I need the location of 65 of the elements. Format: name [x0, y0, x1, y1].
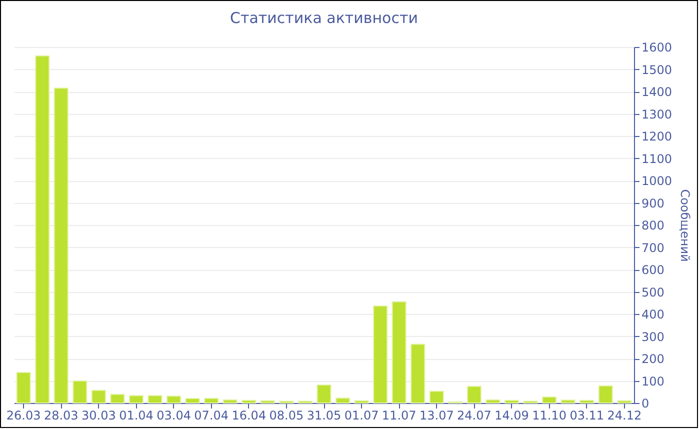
- bar: [35, 55, 50, 404]
- x-tick-label: 24.07: [457, 408, 492, 422]
- x-tick-label: 03.11: [570, 408, 604, 422]
- bar: [204, 398, 219, 404]
- chart-title: Статистика активности: [230, 9, 418, 27]
- bar: [148, 395, 162, 404]
- y-tick-label: 900: [642, 196, 664, 210]
- bar: [72, 380, 88, 404]
- bar: [580, 400, 594, 404]
- y-tick-label: 200: [642, 352, 664, 366]
- bar: [373, 305, 388, 404]
- bar: [410, 344, 426, 404]
- bar: [128, 395, 144, 404]
- y-tick-label: 1000: [642, 174, 672, 188]
- x-tick-label: 11.10: [532, 408, 566, 422]
- x-tick-label: 01.07: [344, 408, 379, 422]
- x-tick-label: 16.04: [232, 408, 266, 422]
- bar: [91, 390, 106, 404]
- y-axis-title: Сообщений: [678, 189, 692, 262]
- bar: [392, 301, 406, 404]
- y-tick-label: 1300: [642, 107, 672, 122]
- y-tick-label: 1200: [642, 130, 672, 144]
- y-tick-label: 400: [642, 308, 664, 322]
- bar: [222, 399, 238, 404]
- bar: [185, 398, 200, 404]
- bar: [598, 385, 613, 404]
- y-tick-label: 1500: [642, 62, 672, 77]
- y-tick-label: 600: [642, 263, 664, 277]
- x-tick-label: 01.04: [119, 408, 154, 422]
- x-tick-label: 11.07: [382, 408, 416, 422]
- bar: [617, 400, 632, 404]
- x-tick-label: 07.04: [194, 408, 229, 422]
- bar: [486, 399, 500, 404]
- y-tick-label: 700: [642, 240, 664, 255]
- x-tick-label: 31.05: [306, 408, 342, 422]
- y-tick-label: 1400: [642, 85, 672, 99]
- y-tick-label: 800: [642, 218, 664, 232]
- bar: [16, 372, 31, 404]
- y-tick-label: 500: [642, 285, 664, 300]
- bar: [354, 400, 369, 404]
- bar: [110, 394, 125, 404]
- x-tick-label: 26.03: [6, 408, 41, 422]
- x-tick-label: 08.05: [269, 408, 304, 422]
- bar: [54, 88, 68, 404]
- bar: [242, 400, 256, 404]
- x-tick-label: 14.09: [494, 408, 529, 422]
- bar: [504, 400, 520, 404]
- bar: [429, 390, 444, 404]
- x-tick-label: 13.07: [419, 408, 454, 422]
- y-tick-label: 1100: [642, 152, 672, 166]
- y-tick-label: 0: [642, 396, 650, 410]
- x-tick-label: 28.03: [44, 408, 78, 422]
- y-tick-label: 1600: [642, 40, 672, 54]
- bar: [336, 398, 350, 404]
- x-tick-label: 03.04: [156, 408, 191, 422]
- x-tick-label: 24.12: [607, 408, 642, 422]
- y-tick-label: 300: [642, 330, 664, 344]
- bar: [542, 396, 557, 404]
- bar: [560, 400, 576, 404]
- y-tick-label: 100: [642, 374, 664, 388]
- bar: [166, 396, 182, 404]
- bar: [466, 386, 482, 404]
- bar: [260, 400, 275, 404]
- bar: [316, 384, 332, 404]
- x-tick-label: 30.03: [82, 408, 116, 422]
